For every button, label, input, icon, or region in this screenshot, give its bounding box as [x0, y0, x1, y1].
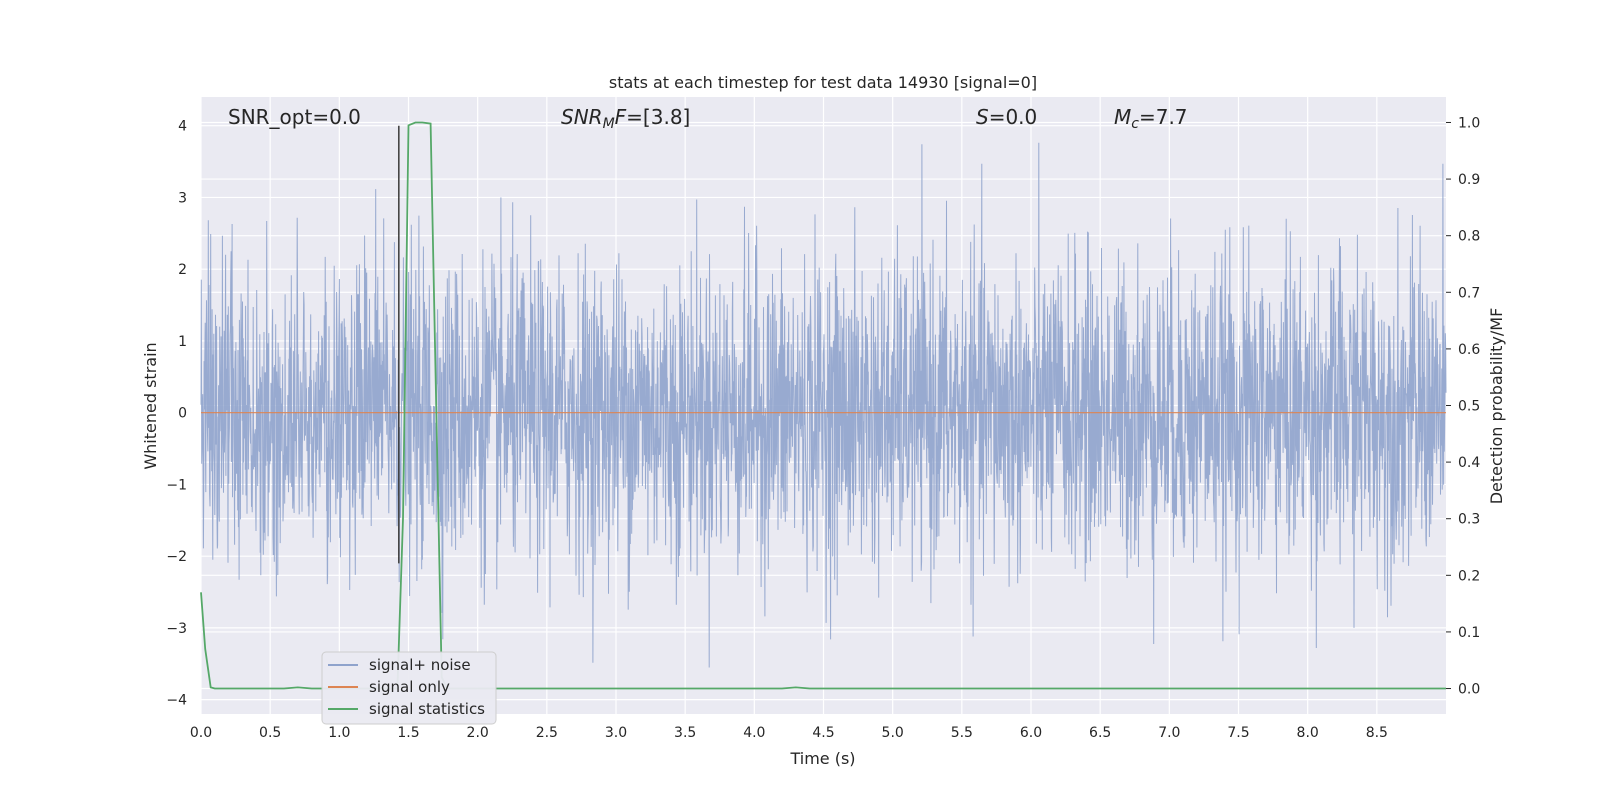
x-tick-label: 6.0 — [1020, 725, 1042, 741]
y-right-tick-label: 0.3 — [1458, 512, 1480, 528]
y-tick-label: −2 — [166, 549, 187, 565]
series-signal-statistics — [200, 121, 1446, 690]
x-tick-label: 0.0 — [190, 725, 212, 741]
signal-noise-line — [200, 142, 1447, 668]
x-tick-label: 8.5 — [1366, 725, 1388, 741]
y-tick-label: 0 — [178, 406, 187, 422]
y-right-tick-label: 0.1 — [1458, 625, 1480, 641]
y-tick-label: 3 — [178, 190, 187, 206]
legend-label-signal-statistics: signal statistics — [369, 700, 485, 718]
annotation-snr-opt: SNR_opt=0.0 — [228, 105, 361, 129]
chart-title: stats at each timestep for test data 149… — [609, 73, 1037, 92]
annotation-s: S=0.0 — [976, 105, 1037, 129]
x-tick-label: 3.5 — [674, 725, 696, 741]
x-tick-label: 5.0 — [882, 725, 904, 741]
y-tick-label: −1 — [166, 477, 187, 493]
y-right-tick-label: 0.6 — [1458, 342, 1480, 358]
y-tick-label: 4 — [178, 119, 187, 135]
y-axis-right-label: Detection probability/MF — [1487, 308, 1506, 505]
x-tick-label: 2.5 — [536, 725, 558, 741]
legend-label-signal-only: signal only — [369, 678, 450, 696]
x-tick-label: 6.5 — [1089, 725, 1111, 741]
legend-label-signal-noise: signal+ noise — [369, 656, 471, 674]
x-axis-ticks: 0.0 0.5 1.0 1.5 2.0 2.5 3.0 3.5 4.0 4.5 5.0 5.5 6.0 6… — [190, 725, 1388, 741]
legend: signal+ noise signal only signal statist… — [321, 651, 497, 725]
x-tick-label: 4.0 — [743, 725, 765, 741]
signal-statistics-line — [200, 121, 1446, 690]
y-right-tick-label: 1.0 — [1458, 115, 1480, 131]
x-tick-label: 1.5 — [397, 725, 419, 741]
annotation-mc: Mc=7.7 — [1114, 105, 1188, 132]
y-axis-label: Whitened strain — [141, 342, 160, 469]
x-tick-label: 0.5 — [259, 725, 281, 741]
y-right-tick-label: 0.9 — [1458, 172, 1480, 188]
y-axis-right-ticks: 1.0 0.9 0.8 0.7 0.6 0.5 0.4 0.3 0.2 0.1 0.0 — [1446, 115, 1480, 698]
x-tick-label: 1.0 — [328, 725, 350, 741]
y-tick-label: −3 — [166, 621, 187, 637]
y-right-tick-label: 0.0 — [1458, 682, 1480, 698]
x-tick-label: 7.5 — [1227, 725, 1249, 741]
y-right-tick-label: 0.7 — [1458, 285, 1480, 301]
y-tick-label: 1 — [178, 334, 187, 350]
x-axis-label: Time (s) — [789, 749, 855, 768]
y-right-tick-label: 0.2 — [1458, 568, 1480, 584]
annotation-snr-mf: SNRMF=[3.8] — [561, 105, 690, 132]
x-tick-label: 3.0 — [605, 725, 627, 741]
y-right-tick-label: 0.4 — [1458, 455, 1480, 471]
legend-box — [321, 651, 497, 725]
y-axis-left-ticks: 4 3 2 1 0 −1 −2 −3 −4 — [166, 119, 187, 709]
y-right-tick-label: 0.8 — [1458, 229, 1480, 245]
x-tick-label: 8.0 — [1297, 725, 1319, 741]
x-tick-label: 5.5 — [951, 725, 973, 741]
y-right-tick-label: 0.5 — [1458, 399, 1480, 415]
x-tick-label: 4.5 — [812, 725, 834, 741]
y-tick-label: 2 — [178, 262, 187, 278]
y-tick-label: −4 — [166, 693, 187, 709]
x-tick-label: 7.0 — [1158, 725, 1180, 741]
x-tick-label: 2.0 — [467, 725, 489, 741]
series-signal-noise — [200, 142, 1447, 668]
